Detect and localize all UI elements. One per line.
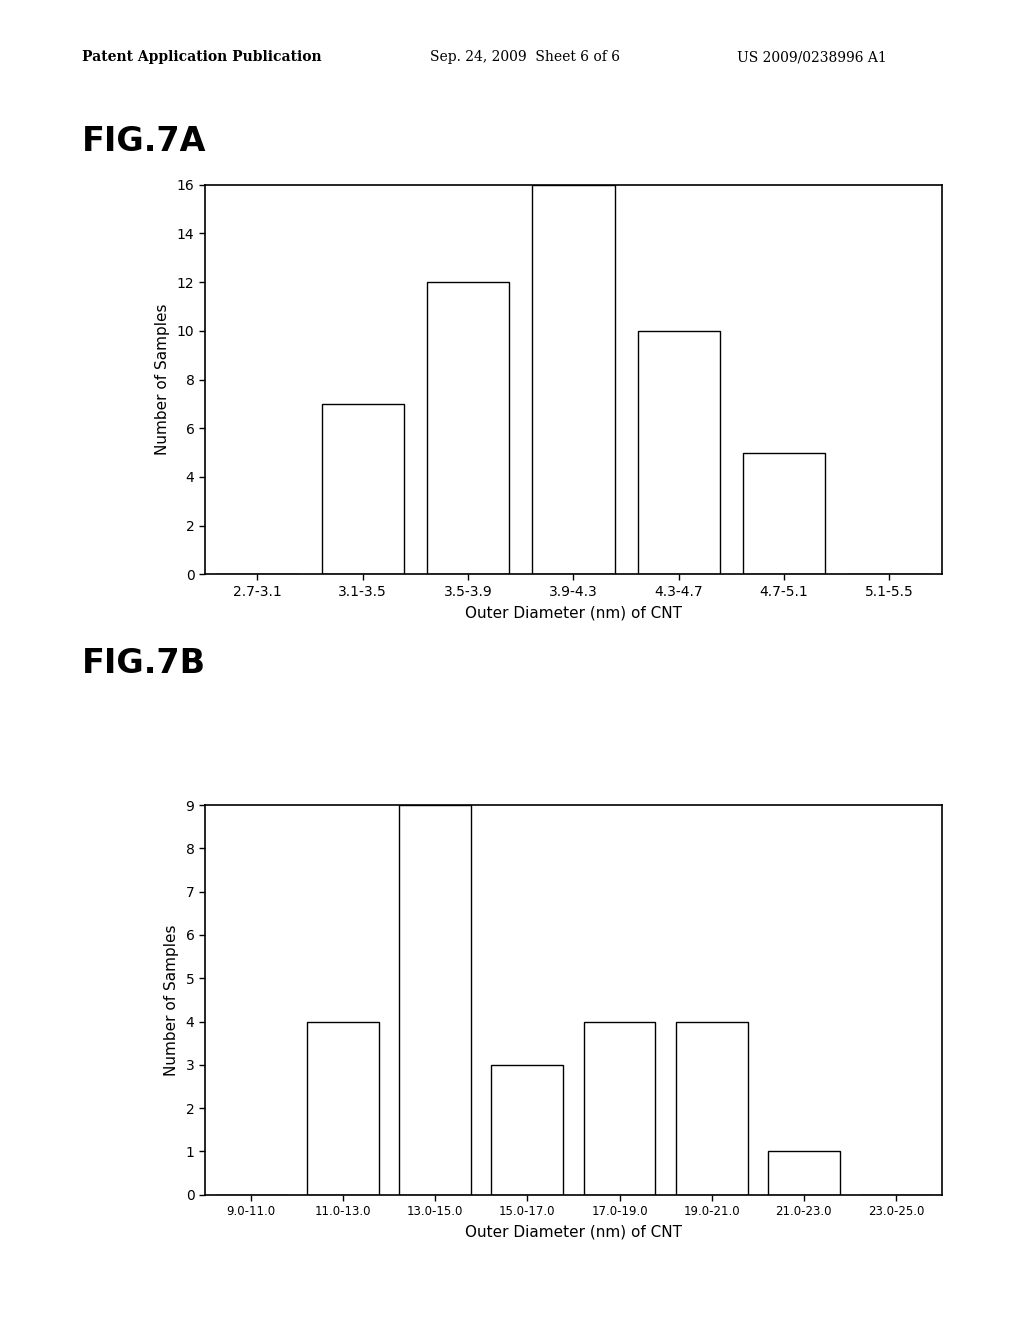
Bar — [399, 805, 471, 1195]
X-axis label: Outer Diameter (nm) of CNT: Outer Diameter (nm) of CNT — [465, 606, 682, 620]
Y-axis label: Number of Samples: Number of Samples — [155, 304, 170, 455]
Bar — [532, 185, 614, 574]
Bar — [492, 1065, 563, 1195]
Bar — [768, 1151, 840, 1195]
Bar — [322, 404, 403, 574]
Bar — [427, 282, 509, 574]
Bar — [307, 1022, 379, 1195]
Bar — [638, 331, 720, 574]
Text: Sep. 24, 2009  Sheet 6 of 6: Sep. 24, 2009 Sheet 6 of 6 — [430, 50, 621, 65]
Y-axis label: Number of Samples: Number of Samples — [164, 924, 178, 1076]
X-axis label: Outer Diameter (nm) of CNT: Outer Diameter (nm) of CNT — [465, 1225, 682, 1239]
Text: Patent Application Publication: Patent Application Publication — [82, 50, 322, 65]
Text: FIG.7A: FIG.7A — [82, 125, 207, 158]
Bar — [676, 1022, 748, 1195]
Text: US 2009/0238996 A1: US 2009/0238996 A1 — [737, 50, 887, 65]
Text: FIG.7B: FIG.7B — [82, 647, 206, 680]
Bar — [584, 1022, 655, 1195]
Bar — [743, 453, 825, 574]
